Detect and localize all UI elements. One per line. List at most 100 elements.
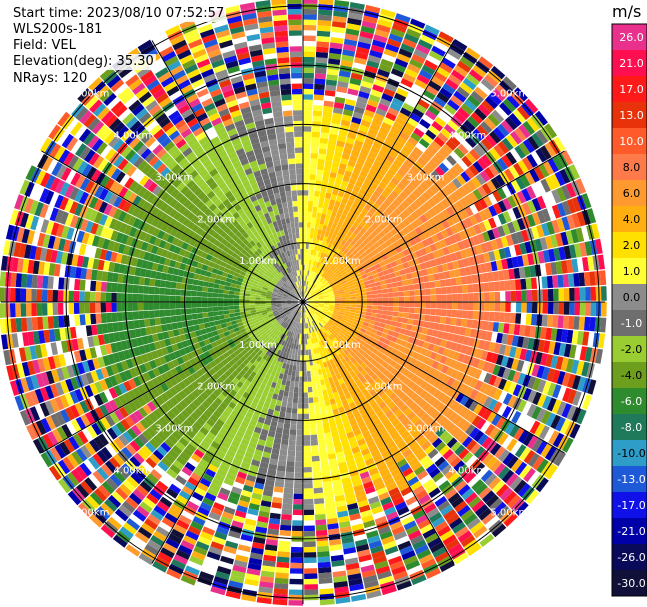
gate-cell [360,564,375,573]
gate-cell [324,90,336,97]
gate-cell [317,433,325,440]
gate-cell [349,2,365,10]
gate-cell [313,299,319,301]
gate-cell [84,291,91,302]
gate-cell [374,172,384,181]
gate-cell [492,480,505,494]
gate-cell [446,437,458,449]
gate-cell [495,174,506,187]
gate-cell [376,245,384,253]
gate-cell [508,323,515,335]
gate-cell [397,112,409,122]
gate-cell [362,574,378,584]
gate-cell [322,224,328,231]
gate-cell [348,177,357,185]
gate-cell [377,305,383,310]
gate-cell [304,530,316,537]
gate-cell [319,401,326,408]
gate-cell [394,92,407,103]
gate-cell [400,416,410,426]
gate-cell [148,294,154,302]
gate-cell [318,316,323,321]
gate-cell [372,338,379,345]
gate-cell [311,271,315,278]
gate-cell [427,198,437,208]
gate-cell [322,175,330,182]
gate-cell [320,340,325,346]
gate-cell [325,84,337,92]
gate-cell [366,590,382,599]
gate-cell [420,152,431,163]
gate-cell [375,422,385,431]
gate-cell [322,253,327,260]
gate-cell [308,402,315,409]
gate-cell [453,232,462,243]
gate-cell [524,171,536,185]
gate-cell [15,303,21,318]
gate-cell [430,302,437,309]
gate-cell [349,207,356,215]
gate-cell [304,280,307,287]
gate-cell [483,117,497,130]
gate-cell [552,384,562,399]
gate-cell [366,326,373,333]
gate-cell [332,435,341,443]
gate-cell [315,412,322,419]
gate-cell [319,269,324,276]
gate-cell [488,374,497,386]
gate-cell [343,287,350,291]
gate-cell [305,286,308,292]
gate-cell [314,223,320,229]
gate-cell [378,194,387,203]
gate-cell [370,312,377,318]
gate-cell [293,493,303,500]
gate-cell [367,535,381,544]
gate-cell [309,316,313,322]
gate-cell [368,426,378,435]
gate-cell [344,392,352,400]
gate-cell [491,109,505,123]
gate-cell [563,343,572,358]
gate-cell [354,336,362,343]
gate-cell [465,424,476,436]
gate-cell [442,449,454,460]
gate-cell [453,65,469,78]
gate-cell [376,313,382,319]
gate-cell [369,49,383,59]
gate-cell [340,330,347,336]
gate-cell [310,365,314,371]
gate-cell [360,25,375,34]
gate-cell [410,179,420,189]
gate-cell [455,392,465,403]
gate-cell [308,276,312,282]
gate-cell [522,156,534,171]
gate-cell [450,95,464,107]
gate-cell [395,275,402,282]
gate-cell [335,280,341,285]
gate-cell [525,313,532,325]
gate-cell [383,397,393,406]
gate-cell [228,298,234,302]
gate-cell [392,199,401,208]
gate-cell [482,231,491,242]
gate-cell [454,361,463,371]
gate-cell [336,341,343,348]
gate-cell [511,256,519,268]
gate-cell [260,304,266,307]
gate-cell [340,180,349,188]
gate-cell [314,185,321,192]
gate-cell [439,530,454,542]
gate-cell [327,68,339,76]
gate-cell [345,277,352,283]
gate-cell [552,315,559,328]
gate-cell [350,304,357,308]
gate-cell [551,369,561,384]
gate-cell [405,525,420,536]
gate-cell [376,309,383,315]
gate-cell [408,313,415,319]
gate-cell [342,443,351,452]
gate-cell [387,131,399,141]
gate-cell [417,339,425,348]
gate-cell [148,310,155,319]
gate-cell [352,258,359,265]
